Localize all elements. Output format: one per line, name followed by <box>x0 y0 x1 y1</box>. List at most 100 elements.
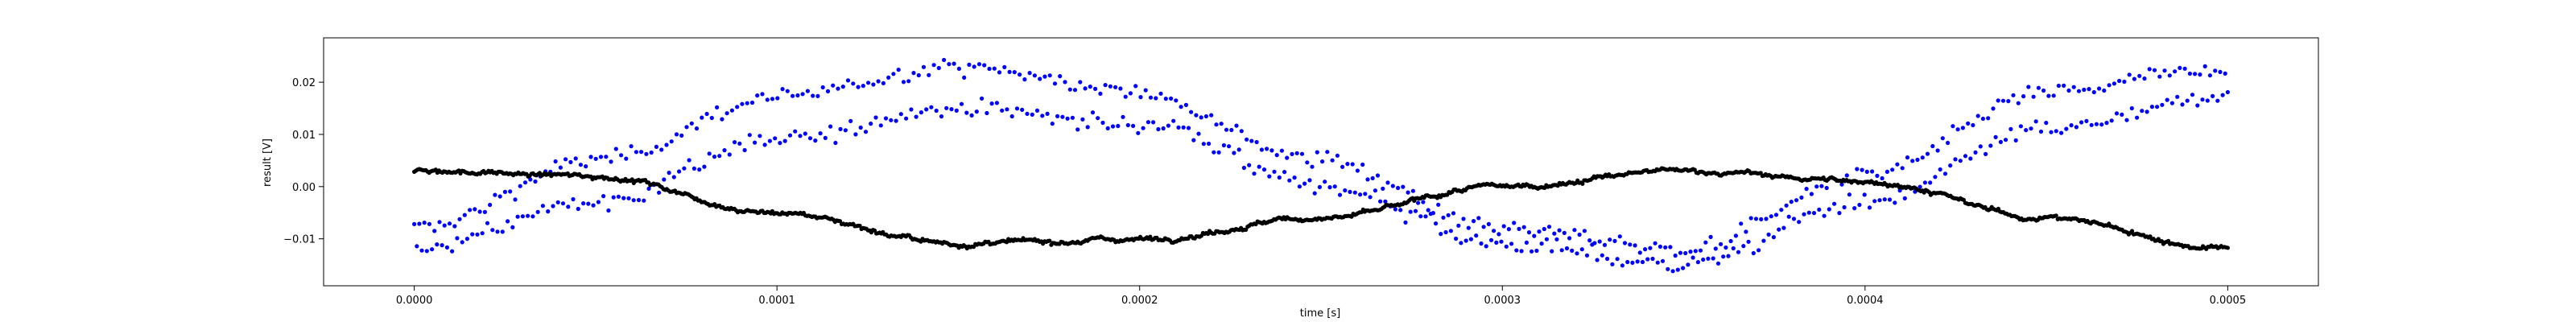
blue-point <box>1587 238 1592 243</box>
blue-point <box>727 152 732 157</box>
blue-point <box>1918 184 1922 189</box>
blue-point <box>1895 162 1900 167</box>
blue-point <box>1592 241 1597 246</box>
blue-point <box>1637 250 1642 255</box>
blue-point <box>894 118 898 123</box>
blue-point <box>1504 244 1509 249</box>
blue-point <box>573 156 578 161</box>
blue-point <box>2223 71 2227 76</box>
blue-point <box>1014 106 1020 111</box>
blue-point <box>1439 232 1443 237</box>
blue-point <box>654 144 659 149</box>
blue-point <box>2038 129 2044 134</box>
blue-point <box>1279 148 1284 153</box>
blue-point <box>1530 249 1534 254</box>
blue-point <box>2155 105 2160 109</box>
blue-point <box>2190 93 2195 97</box>
blue-point <box>924 107 929 112</box>
blue-point <box>889 118 894 122</box>
blue-point <box>601 194 606 199</box>
blue-point <box>1880 175 1885 181</box>
blue-point <box>1748 216 1753 221</box>
blue-point <box>1169 96 1174 101</box>
blue-point <box>1446 213 1451 217</box>
blue-point <box>2062 83 2066 88</box>
blue-point <box>1406 190 1410 195</box>
blue-point <box>1249 138 1254 143</box>
blue-point <box>1539 242 1544 246</box>
blue-point <box>2109 118 2114 123</box>
blue-point <box>749 100 755 105</box>
blue-point <box>1133 84 1138 89</box>
blue-point <box>758 134 762 138</box>
blue-point <box>1802 212 1806 217</box>
blue-point <box>1595 258 1600 262</box>
black-point <box>2054 213 2058 218</box>
blue-point <box>1434 221 1439 226</box>
blue-point <box>1118 86 1123 91</box>
blue-point <box>546 209 551 214</box>
blue-point <box>1151 120 1156 125</box>
blue-point <box>1018 72 1022 77</box>
blue-point <box>1214 122 1219 127</box>
blue-point <box>584 164 588 169</box>
blue-point <box>1027 71 1032 76</box>
blue-point <box>869 122 873 126</box>
blue-point <box>1212 150 1216 155</box>
blue-point <box>1741 244 1746 249</box>
blue-point <box>1930 143 1935 149</box>
blue-point <box>1837 211 1842 216</box>
blue-point <box>1287 178 1292 183</box>
blue-point <box>677 169 682 174</box>
blue-point <box>1877 198 1882 203</box>
blue-point <box>2152 68 2157 72</box>
blue-point <box>1312 191 1317 196</box>
blue-point <box>2117 78 2122 84</box>
blue-point <box>598 155 604 159</box>
blue-point <box>785 89 790 93</box>
blue-point <box>753 140 758 145</box>
blue-point <box>1542 226 1546 232</box>
blue-point <box>1724 245 1728 250</box>
blue-point <box>1479 241 1484 246</box>
blue-point <box>2104 121 2109 126</box>
blue-point <box>851 81 856 86</box>
blue-point <box>967 62 972 67</box>
blue-point <box>1413 208 1418 213</box>
blue-point <box>1232 151 1236 155</box>
blue-point <box>1597 239 1602 244</box>
blue-point <box>1567 236 1572 241</box>
blue-point <box>782 138 787 143</box>
blue-point <box>1648 246 1653 250</box>
blue-point <box>606 208 611 213</box>
blue-point <box>540 204 546 208</box>
blue-point <box>1794 198 1799 203</box>
x-tick-label: 0.0000 <box>396 295 433 307</box>
blue-point <box>1650 256 1655 262</box>
blue-point <box>1759 217 1764 221</box>
blue-point <box>1245 137 1249 142</box>
blue-point <box>1804 187 1809 192</box>
blue-point <box>947 62 952 67</box>
blue-point <box>1443 229 1448 235</box>
blue-point <box>1486 221 1491 226</box>
blue-point <box>700 115 704 120</box>
blue-point <box>2157 74 2162 79</box>
blue-point <box>644 151 649 156</box>
blue-point <box>440 243 444 248</box>
blue-point <box>497 194 502 199</box>
blue-point <box>1546 225 1552 229</box>
blue-point <box>976 62 982 67</box>
blue-point <box>1350 162 1355 167</box>
blue-point <box>997 70 1002 75</box>
blue-point <box>1171 118 1176 123</box>
blue-point <box>1819 184 1824 188</box>
blue-point <box>954 108 959 113</box>
blue-point <box>1072 88 1078 93</box>
blue-point <box>555 200 560 204</box>
blue-point <box>770 97 775 101</box>
blue-point <box>1706 256 1711 261</box>
x-tick-label: 0.0005 <box>2210 295 2247 307</box>
blue-point <box>1393 207 1397 212</box>
blue-point <box>1797 220 1802 225</box>
